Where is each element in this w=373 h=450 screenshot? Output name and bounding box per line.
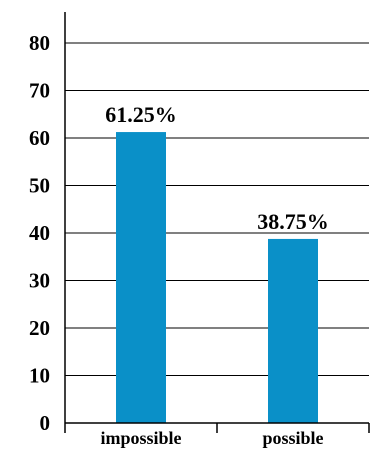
data-labels: 61.25% 38.75% bbox=[105, 102, 329, 234]
y-tick-labels: 0 10 20 30 40 50 60 70 80 bbox=[29, 31, 50, 435]
gridlines bbox=[65, 42, 369, 376]
bar-impossible bbox=[116, 132, 166, 423]
y-tick-label-30: 30 bbox=[29, 269, 50, 293]
y-tick-label-40: 40 bbox=[29, 221, 50, 245]
y-tick-label-50: 50 bbox=[29, 174, 50, 198]
bars bbox=[116, 132, 318, 423]
x-tick-label-impossible: impossible bbox=[100, 428, 181, 448]
x-tick-labels: impossible possible bbox=[100, 428, 323, 448]
y-tick-label-80: 80 bbox=[29, 31, 50, 55]
y-tick-label-0: 0 bbox=[40, 411, 51, 435]
x-tick-label-possible: possible bbox=[262, 428, 323, 448]
data-label-impossible: 61.25% bbox=[105, 102, 177, 127]
y-tick-label-20: 20 bbox=[29, 316, 50, 340]
bar-possible bbox=[268, 238, 318, 423]
y-tick-label-10: 10 bbox=[29, 364, 50, 388]
axes bbox=[64, 12, 370, 433]
y-tick-label-70: 70 bbox=[29, 79, 50, 103]
data-label-possible: 38.75% bbox=[257, 209, 329, 234]
y-tick-label-60: 60 bbox=[29, 126, 50, 150]
